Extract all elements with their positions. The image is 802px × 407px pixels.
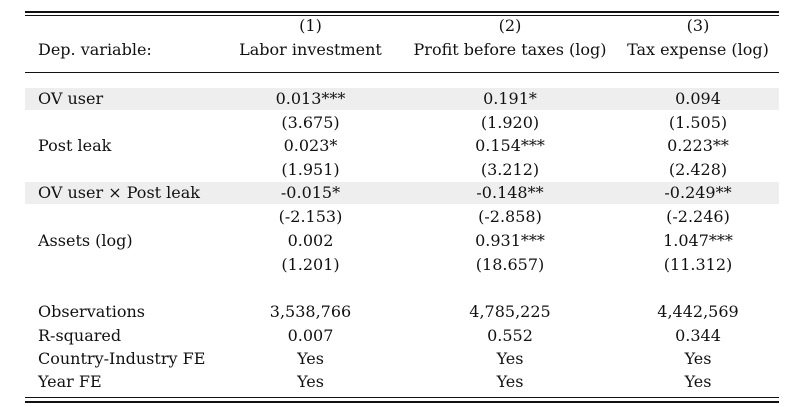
cell-col-2: (18.657): [475, 255, 545, 274]
cell-col-1: 0.007: [287, 326, 334, 345]
cell-col-2: (1.920): [480, 113, 540, 132]
column-number-2: (2): [498, 16, 522, 35]
column-number-3: (3): [686, 16, 710, 35]
cell-col-1: (1.951): [281, 160, 340, 179]
cell-col-3: Yes: [684, 349, 712, 368]
cell-col-2: 0.552: [487, 326, 533, 345]
row-label: OV user × Post leak: [38, 183, 200, 202]
table-row: OV user 0.013*** 0.191* 0.094: [25, 88, 779, 110]
dep-variable-label: Dep. variable:: [38, 40, 152, 59]
dep-variable-2: Profit before taxes (log): [413, 40, 607, 59]
stat-label: Year FE: [38, 372, 102, 391]
table-row: (3.675) (1.920) (1.505): [25, 112, 779, 134]
cell-col-1: (3.675): [281, 113, 340, 132]
table-row: (-2.153) (-2.858) (-2.246): [25, 206, 779, 228]
column-number-1: (1): [299, 16, 322, 35]
row-label: OV user: [38, 89, 104, 108]
cell-col-3: 4,442,569: [657, 302, 739, 321]
top-rule-outer: [25, 11, 779, 13]
stat-label: Country-Industry FE: [38, 349, 206, 368]
cell-col-3: 0.344: [675, 326, 721, 345]
row-label: Assets (log): [38, 231, 133, 250]
stats-row: Observations 3,538,766 4,785,225 4,442,5…: [25, 301, 779, 323]
shaded-band-interaction: [25, 182, 779, 204]
cell-col-3: (2.428): [668, 160, 728, 179]
bottom-rule-outer: [25, 401, 779, 403]
cell-col-2: (3.212): [480, 160, 540, 179]
cell-col-1: -0.015*: [280, 183, 341, 202]
cell-col-3: (11.312): [663, 255, 733, 274]
cell-col-2: 0.191*: [483, 89, 537, 108]
table-row: Assets (log) 0.002 0.931*** 1.047***: [25, 230, 779, 252]
stats-row: Year FE Yes Yes Yes: [25, 371, 779, 393]
table-row: (1.201) (18.657) (11.312): [25, 254, 779, 276]
cell-col-1: 0.013***: [275, 89, 346, 108]
row-label: Post leak: [38, 136, 112, 155]
cell-col-1: 0.002: [287, 231, 334, 250]
cell-col-1: (1.201): [281, 255, 340, 274]
shaded-band-ov-user: [25, 88, 779, 110]
cell-col-3: (1.505): [668, 113, 728, 132]
cell-col-2: Yes: [496, 372, 524, 391]
cell-col-3: Yes: [684, 372, 712, 391]
top-rule-inner: [25, 15, 779, 16]
cell-col-2: Yes: [496, 349, 524, 368]
cell-col-3: (-2.246): [666, 207, 730, 226]
cell-col-2: 0.154***: [475, 136, 545, 155]
column-number-row: (1) (2) (3): [25, 15, 779, 37]
cell-col-2: 0.931***: [475, 231, 545, 250]
stats-row: Country-Industry FE Yes Yes Yes: [25, 348, 779, 370]
stats-row: R-squared 0.007 0.552 0.344: [25, 325, 779, 347]
cell-col-1: Yes: [297, 349, 324, 368]
cell-col-1: (-2.153): [278, 207, 343, 226]
cell-col-3: 0.094: [675, 89, 721, 108]
bottom-rule-inner: [25, 397, 779, 398]
cell-col-2: 4,785,225: [469, 302, 551, 321]
header-rule: [25, 72, 779, 73]
cell-col-3: -0.249**: [664, 183, 732, 202]
cell-col-1: Yes: [297, 372, 324, 391]
cell-col-1: 3,538,766: [269, 302, 352, 321]
dep-variable-1: Labor investment: [239, 40, 382, 59]
cell-col-1: 0.023*: [283, 136, 338, 155]
cell-col-2: -0.148**: [476, 183, 544, 202]
stat-label: R-squared: [38, 326, 122, 345]
table-row: (1.951) (3.212) (2.428): [25, 159, 779, 181]
cell-col-2: (-2.858): [478, 207, 542, 226]
table-row: Post leak 0.023* 0.154*** 0.223**: [25, 135, 779, 157]
cell-col-3: 0.223**: [667, 136, 729, 155]
dep-variable-3: Tax expense (log): [627, 40, 769, 59]
table-row: OV user × Post leak -0.015* -0.148** -0.…: [25, 182, 779, 204]
cell-col-3: 1.047***: [663, 231, 733, 250]
stat-label: Observations: [38, 302, 145, 321]
dependent-variable-row: Dep. variable: Labor investment Profit b…: [25, 39, 779, 61]
